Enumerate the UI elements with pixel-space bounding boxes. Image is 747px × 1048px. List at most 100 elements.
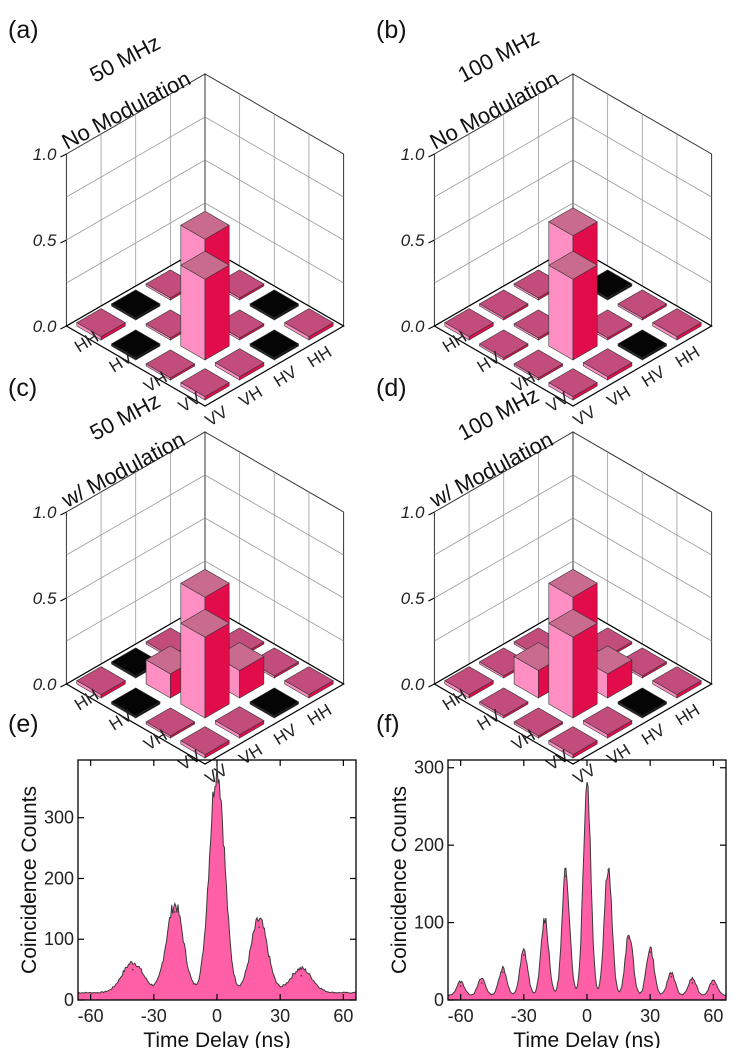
z-tick-label: 0.5: [401, 589, 425, 608]
bar-top: [145, 349, 196, 379]
condition-frequency: 50 MHz: [86, 30, 165, 88]
z-tick: [60, 239, 67, 244]
bar-top: [617, 687, 668, 717]
z-tick: [428, 683, 435, 688]
bar-HV-VV: [617, 329, 668, 361]
bar-VV-HH: [444, 666, 494, 699]
bar-top: [444, 666, 494, 695]
z-tick: [60, 683, 67, 688]
bar-HH-VH: [617, 289, 668, 321]
bar-face: [180, 622, 206, 719]
z-tick-label: 0.0: [401, 317, 425, 336]
x-axis-title: Time Delay (ns): [143, 1029, 290, 1048]
bar-face: [548, 264, 574, 361]
bar-VV-HV: [110, 329, 161, 361]
grid-line: [572, 474, 712, 556]
condition-modulation: No Modulation: [58, 66, 195, 155]
histogram-area: [447, 781, 727, 1001]
bar-top: [617, 329, 668, 359]
y-tick-label: 300: [44, 808, 74, 828]
grid-line: [434, 474, 574, 556]
x-tick-label: -60: [448, 1006, 474, 1026]
z-tick: [428, 239, 435, 244]
peak-point: [565, 875, 567, 877]
bar-top: [214, 706, 265, 735]
bar-top: [582, 706, 633, 735]
x-tick-label: 30: [270, 1006, 290, 1026]
y-axis-title: Coincidence Counts: [18, 786, 41, 974]
bar-top: [214, 348, 265, 377]
row-label: VH: [236, 740, 266, 769]
peak-point: [216, 774, 218, 776]
bar-top: [548, 250, 598, 280]
x-tick-label: -30: [141, 1006, 167, 1026]
z-tick: [60, 153, 67, 158]
bar-top: [249, 329, 300, 359]
bar-top: [548, 568, 598, 598]
z-tick: [60, 325, 67, 330]
z-tick: [428, 597, 435, 602]
z-tick-label: 1.0: [401, 145, 425, 164]
z-tick-label: 1.0: [33, 503, 57, 522]
bar-top: [513, 349, 564, 379]
panel-label: (a): [8, 16, 39, 44]
bar-VV-HH: [76, 666, 126, 699]
y-axis-title: Coincidence Counts: [388, 786, 411, 974]
bar-top: [180, 568, 230, 598]
grid-line: [204, 159, 344, 241]
bar-top: [444, 308, 494, 337]
grid-line: [434, 202, 574, 284]
bar-top: [548, 207, 598, 237]
z-tick: [60, 597, 67, 602]
z-tick: [428, 325, 435, 330]
z-tick-label: 0.0: [401, 675, 425, 694]
bar-VH-VH: [548, 608, 598, 719]
z-tick-label: 0.5: [401, 231, 425, 250]
peak-point: [501, 971, 504, 973]
bar-VV-VH: [145, 349, 196, 381]
floor-outline: [65, 603, 345, 765]
z-tick: [60, 511, 67, 516]
y-tick-label: 0: [64, 990, 74, 1010]
grid-line: [204, 474, 344, 556]
grid-line: [434, 560, 574, 642]
bar-top: [180, 210, 230, 240]
bar-top: [652, 666, 702, 695]
grid-line: [572, 517, 712, 599]
z-tick-label: 0.0: [33, 675, 57, 694]
y-tick-label: 0: [434, 990, 444, 1010]
grid-line: [572, 202, 712, 284]
grid-line: [434, 517, 574, 599]
z-tick-label: 0.5: [33, 589, 57, 608]
bar-VH-VH: [180, 608, 230, 719]
floor-outline: [433, 245, 713, 407]
peak-point: [628, 937, 630, 939]
condition-modulation: No Modulation: [426, 66, 563, 155]
x-tick-label: -30: [511, 1006, 537, 1026]
grid-line: [66, 159, 206, 241]
x-tick-label: 60: [333, 1006, 353, 1026]
bar-VV-HV: [110, 687, 161, 719]
bar-top: [548, 608, 598, 638]
bar-VV-HV: [478, 687, 529, 719]
bar-top: [76, 308, 126, 337]
bar-HH-VH: [249, 289, 300, 321]
peak-point: [691, 982, 694, 984]
x-tick-label: -60: [78, 1006, 104, 1026]
x-tick-label: 30: [640, 1006, 660, 1026]
x-tick-label: 0: [582, 1006, 592, 1026]
bar-HH-VV: [652, 666, 702, 699]
z-tick-label: 0.0: [33, 317, 57, 336]
bar-top: [284, 308, 334, 337]
bar-top: [249, 289, 300, 319]
grid-line: [434, 116, 574, 198]
bar-VV-HH: [76, 308, 126, 341]
bar-VH-VH: [548, 250, 598, 361]
bar-top: [180, 608, 230, 638]
bar-VH-VV: [214, 348, 265, 381]
bar-VV-VV: [548, 726, 598, 759]
